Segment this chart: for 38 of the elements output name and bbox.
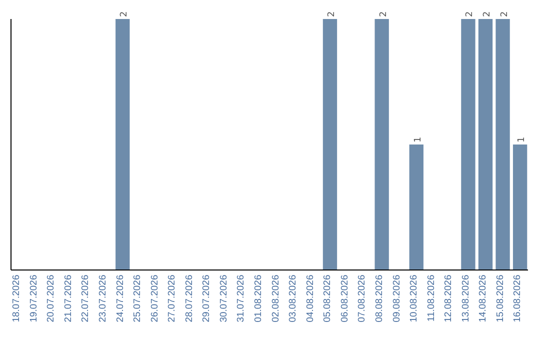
x-tick-label: 30.07.2026 (218, 274, 230, 322)
x-tick-label: 29.07.2026 (201, 274, 212, 322)
x-tick-label: 12.08.2026 (443, 274, 454, 322)
x-tick-label: 26.07.2026 (149, 274, 160, 322)
x-tick-label: 21.07.2026 (62, 274, 74, 322)
data-label: 1 (413, 136, 424, 142)
data-label: 2 (378, 11, 389, 17)
x-tick-label: 08.08.2026 (374, 274, 385, 322)
x-tick-label: 16.08.2026 (512, 274, 524, 322)
x-tick-label: 22.07.2026 (80, 274, 92, 322)
x-tick-label: 11.08.2026 (426, 274, 437, 322)
x-tick-label: 31.07.2026 (236, 274, 247, 322)
x-tick-label: 01.08.2026 (253, 274, 264, 322)
data-label: 2 (500, 11, 510, 17)
x-tick-label: 14.08.2026 (478, 274, 489, 322)
data-label: 2 (465, 11, 476, 17)
x-tick-label: 13.08.2026 (460, 274, 472, 322)
x-tick-label: 03.08.2026 (288, 274, 299, 322)
data-label: 1 (517, 136, 528, 142)
x-tick-label: 06.08.2026 (339, 274, 350, 322)
x-tick-label: 23.07.2026 (97, 274, 108, 322)
x-tick-label: 02.08.2026 (270, 274, 282, 322)
x-tick-label: 15.08.2026 (494, 274, 506, 322)
x-tick-label: 04.08.2026 (304, 274, 316, 322)
x-tick-label: 09.08.2026 (391, 274, 402, 322)
data-label: 2 (482, 11, 492, 17)
x-tick-label: 25.07.2026 (132, 274, 144, 322)
x-tick-label: 27.07.2026 (166, 274, 178, 322)
x-tick-label: 24.07.2026 (114, 274, 126, 322)
data-label: 2 (326, 11, 337, 17)
x-tick-label: 05.08.2026 (322, 274, 334, 322)
x-tick-label: 07.08.2026 (356, 274, 368, 322)
x-tick-label: 10.08.2026 (408, 274, 420, 322)
x-tick-label: 18.07.2026 (11, 274, 22, 322)
x-tick-label: 19.07.2026 (28, 274, 40, 322)
x-tick-label: 28.07.2026 (184, 274, 195, 322)
x-tick-label: 20.07.2026 (46, 274, 57, 322)
data-label: 2 (120, 11, 130, 17)
